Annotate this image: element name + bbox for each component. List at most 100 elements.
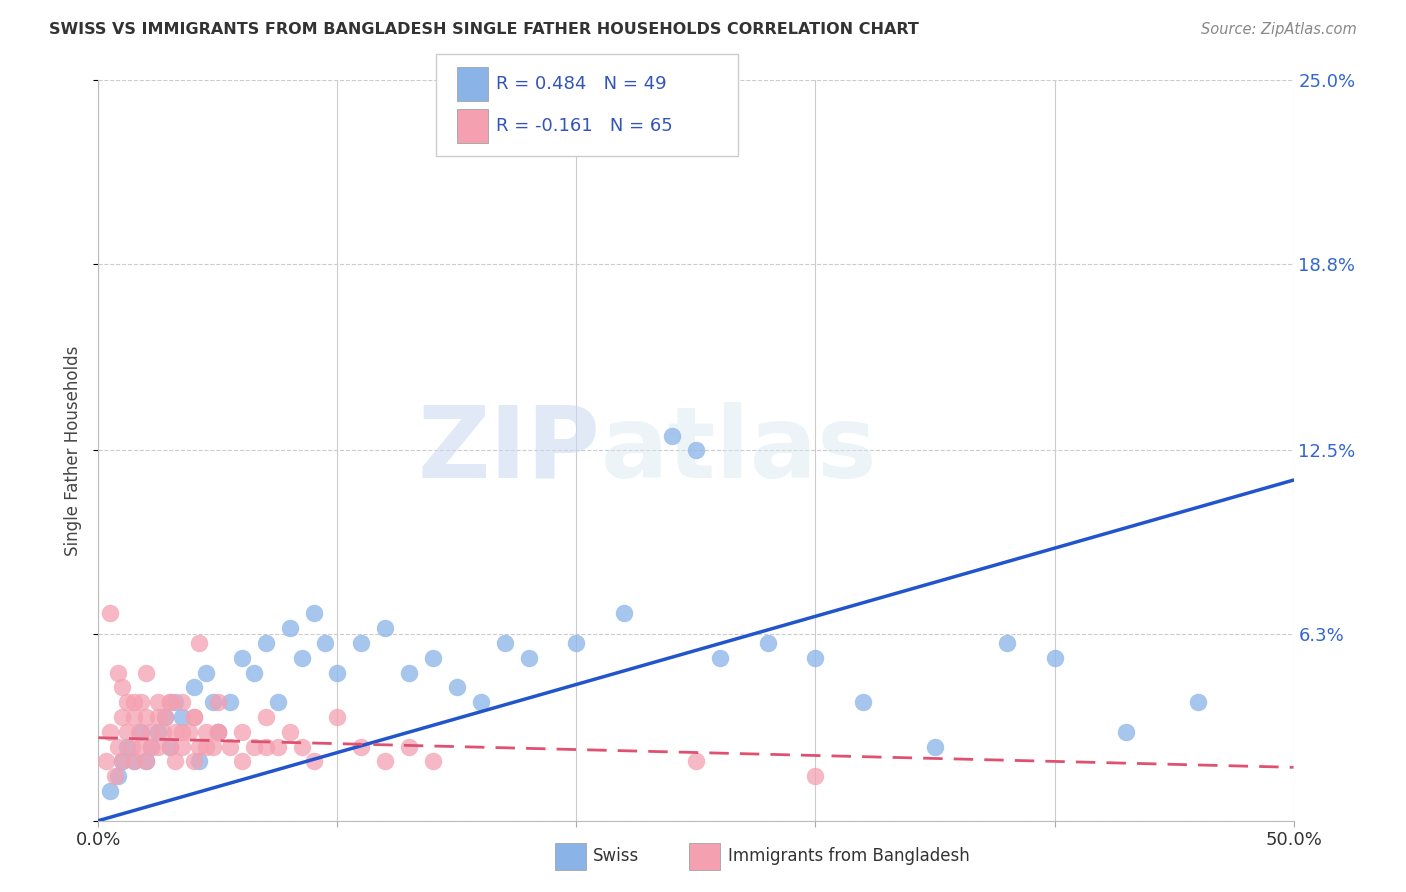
Point	[148, 710, 170, 724]
Point	[302, 755, 325, 769]
Point	[94, 755, 117, 769]
Point	[159, 695, 181, 709]
Point	[267, 695, 290, 709]
Text: R = -0.161   N = 65: R = -0.161 N = 65	[496, 117, 673, 135]
Point	[207, 724, 229, 739]
Point	[135, 755, 157, 769]
Text: Swiss: Swiss	[593, 847, 640, 865]
Point	[139, 724, 162, 739]
Point	[155, 710, 177, 724]
Point	[107, 769, 129, 783]
Point	[202, 739, 225, 754]
Point	[924, 739, 946, 754]
Point	[661, 428, 683, 442]
Text: Source: ZipAtlas.com: Source: ZipAtlas.com	[1201, 22, 1357, 37]
Point	[139, 739, 162, 754]
Point	[1043, 650, 1066, 665]
Y-axis label: Single Father Households: Single Father Households	[65, 345, 83, 556]
Point	[104, 769, 127, 783]
Point	[202, 695, 225, 709]
Point	[195, 739, 218, 754]
Point	[207, 724, 229, 739]
Point	[179, 724, 201, 739]
Point	[278, 724, 301, 739]
Point	[350, 739, 373, 754]
Point	[98, 784, 122, 798]
Point	[98, 607, 122, 621]
Point	[315, 636, 337, 650]
Point	[98, 724, 122, 739]
Text: atlas: atlas	[600, 402, 877, 499]
Point	[128, 724, 150, 739]
Point	[326, 710, 349, 724]
Point	[131, 739, 153, 754]
Point	[995, 636, 1018, 650]
Point	[231, 650, 253, 665]
Point	[219, 695, 242, 709]
Point	[231, 755, 253, 769]
Point	[121, 739, 143, 754]
Point	[148, 739, 170, 754]
Point	[115, 724, 138, 739]
Point	[172, 710, 194, 724]
Point	[278, 621, 301, 635]
Point	[565, 636, 588, 650]
Point	[152, 724, 174, 739]
Point	[374, 621, 396, 635]
Point	[291, 739, 314, 754]
Point	[131, 695, 153, 709]
Point	[159, 739, 181, 754]
Point	[207, 724, 229, 739]
Point	[470, 695, 492, 709]
Point	[219, 739, 242, 754]
Point	[326, 665, 349, 680]
Point	[267, 739, 290, 754]
Point	[756, 636, 779, 650]
Point	[302, 607, 325, 621]
Text: R = 0.484   N = 49: R = 0.484 N = 49	[496, 75, 666, 93]
Point	[422, 650, 444, 665]
Point	[254, 710, 277, 724]
Point	[139, 739, 162, 754]
Point	[398, 665, 420, 680]
Point	[685, 755, 707, 769]
Point	[1115, 724, 1137, 739]
Point	[148, 724, 170, 739]
Point	[195, 724, 218, 739]
Point	[155, 710, 177, 724]
Point	[494, 636, 516, 650]
Point	[852, 695, 875, 709]
Point	[135, 710, 157, 724]
Point	[243, 665, 266, 680]
Point	[183, 710, 205, 724]
Point	[243, 739, 266, 754]
Point	[187, 636, 209, 650]
Point	[124, 710, 146, 724]
Text: SWISS VS IMMIGRANTS FROM BANGLADESH SINGLE FATHER HOUSEHOLDS CORRELATION CHART: SWISS VS IMMIGRANTS FROM BANGLADESH SING…	[49, 22, 920, 37]
Point	[422, 755, 444, 769]
Point	[398, 739, 420, 754]
Point	[685, 443, 707, 458]
Point	[374, 755, 396, 769]
Point	[1187, 695, 1209, 709]
Point	[183, 681, 205, 695]
Point	[115, 695, 138, 709]
Point	[163, 755, 186, 769]
Point	[187, 755, 209, 769]
Point	[291, 650, 314, 665]
Point	[350, 636, 373, 650]
Point	[804, 769, 827, 783]
Point	[207, 695, 229, 709]
Point	[446, 681, 468, 695]
Point	[172, 739, 194, 754]
Point	[709, 650, 731, 665]
Point	[131, 724, 153, 739]
Point	[159, 739, 181, 754]
Point	[172, 695, 194, 709]
Point	[163, 695, 186, 709]
Point	[148, 695, 170, 709]
Point	[183, 755, 205, 769]
Point	[172, 724, 194, 739]
Point	[115, 739, 138, 754]
Point	[124, 755, 146, 769]
